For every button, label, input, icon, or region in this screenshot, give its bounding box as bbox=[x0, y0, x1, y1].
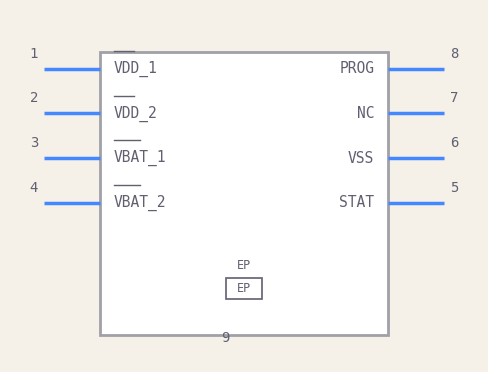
Text: VDD_1: VDD_1 bbox=[114, 61, 158, 77]
Text: VBAT_2: VBAT_2 bbox=[114, 195, 166, 211]
Bar bbox=[100, 52, 388, 335]
Text: VBAT_1: VBAT_1 bbox=[114, 150, 166, 166]
Bar bbox=[226, 278, 262, 298]
Text: VDD_2: VDD_2 bbox=[114, 105, 158, 122]
Text: PROG: PROG bbox=[339, 61, 374, 76]
Text: 9: 9 bbox=[221, 331, 229, 345]
Text: STAT: STAT bbox=[339, 195, 374, 210]
Text: EP: EP bbox=[237, 260, 251, 272]
Text: 1: 1 bbox=[30, 46, 38, 61]
Text: NC: NC bbox=[357, 106, 374, 121]
Text: VSS: VSS bbox=[348, 151, 374, 166]
Text: EP: EP bbox=[237, 282, 251, 295]
Text: 6: 6 bbox=[450, 136, 458, 150]
Text: 2: 2 bbox=[30, 91, 38, 105]
Text: 8: 8 bbox=[450, 46, 458, 61]
Text: 7: 7 bbox=[450, 91, 458, 105]
Text: 4: 4 bbox=[30, 180, 38, 195]
Text: 3: 3 bbox=[30, 136, 38, 150]
Text: 5: 5 bbox=[450, 180, 458, 195]
